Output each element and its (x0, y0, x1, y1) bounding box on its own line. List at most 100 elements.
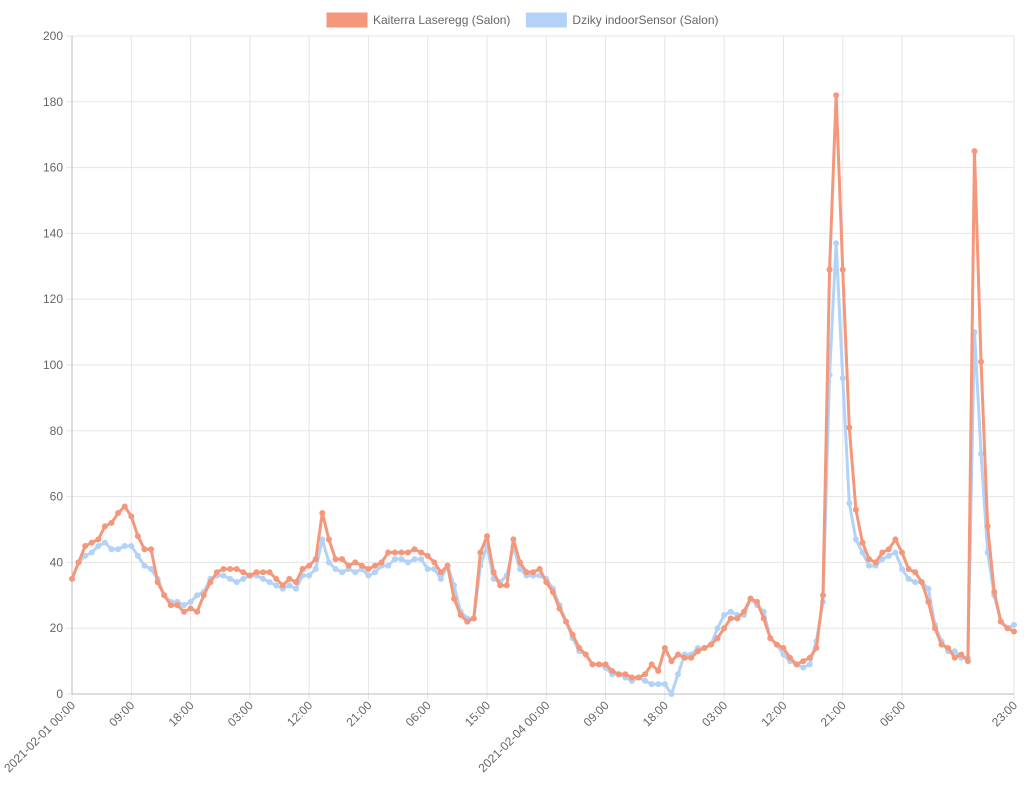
data-point (161, 592, 168, 599)
data-point (997, 618, 1004, 625)
data-point (918, 579, 925, 586)
data-point (852, 506, 859, 513)
data-point (839, 375, 846, 382)
data-point (404, 559, 411, 566)
legend: Kaiterra Laseregg (Salon) Dziky indoorSen… (326, 12, 718, 28)
y-tick-label: 120 (43, 292, 63, 306)
data-point (306, 562, 313, 569)
data-point (800, 664, 807, 671)
data-point (332, 556, 339, 563)
data-point (569, 631, 576, 638)
data-point (688, 654, 695, 661)
y-tick-label: 140 (43, 226, 63, 240)
data-point (312, 565, 319, 572)
data-point (233, 579, 240, 586)
data-point (101, 539, 108, 546)
data-point (319, 510, 326, 517)
data-point (286, 582, 293, 589)
x-tick-label: 23:00 (989, 698, 1020, 729)
data-point (279, 582, 286, 589)
data-point (945, 644, 952, 651)
data-point (299, 565, 306, 572)
data-point (1011, 628, 1017, 635)
data-point (128, 513, 135, 520)
series-line (70, 241, 1015, 696)
data-point (148, 546, 155, 553)
data-point (464, 618, 471, 625)
data-point (141, 546, 148, 553)
x-tick-label: 2021-02-01 00:00 (1, 698, 78, 775)
data-point (88, 549, 95, 556)
data-point (740, 608, 747, 615)
data-point (273, 582, 280, 589)
data-point (885, 546, 892, 553)
data-point (240, 569, 247, 576)
series-line (70, 93, 1015, 680)
data-point (866, 562, 873, 569)
data-point (780, 651, 787, 658)
data-point (721, 625, 728, 632)
x-tick-label: 18:00 (166, 698, 197, 729)
data-point (477, 549, 484, 556)
data-point (694, 648, 701, 655)
y-tick-label: 20 (50, 621, 64, 635)
y-tick-label: 160 (43, 161, 63, 175)
data-point (424, 565, 431, 572)
x-tick-label: 03:00 (699, 698, 730, 729)
data-point (668, 658, 675, 665)
data-point (451, 595, 458, 602)
data-point (675, 651, 682, 658)
data-point (589, 661, 596, 668)
data-point (325, 559, 332, 566)
data-point (727, 615, 734, 622)
data-point (899, 565, 906, 572)
data-point (404, 549, 411, 556)
data-point (714, 625, 721, 632)
data-point (576, 644, 583, 651)
data-point (549, 589, 556, 596)
data-point (372, 562, 379, 569)
data-point (260, 575, 267, 582)
data-point (892, 536, 899, 543)
data-point (411, 556, 418, 563)
data-point (905, 575, 912, 582)
x-tick-label: 21:00 (343, 698, 374, 729)
data-point (470, 615, 477, 622)
data-point (773, 641, 780, 648)
x-tick-label: 09:00 (581, 698, 612, 729)
data-point (213, 569, 220, 576)
data-point (833, 92, 840, 99)
data-point (260, 569, 267, 576)
x-tick-label: 18:00 (640, 698, 671, 729)
data-point (859, 549, 866, 556)
data-point (563, 618, 570, 625)
data-point (365, 572, 372, 579)
data-point (108, 519, 115, 526)
data-point (180, 608, 187, 615)
data-point (912, 579, 919, 586)
data-point (787, 654, 794, 661)
data-point (148, 565, 155, 572)
data-point (398, 556, 405, 563)
data-point (227, 565, 234, 572)
data-point (345, 562, 352, 569)
data-point (391, 556, 398, 563)
data-point (523, 569, 530, 576)
data-point (266, 579, 273, 586)
data-point (978, 450, 985, 457)
data-point (852, 536, 859, 543)
data-point (391, 549, 398, 556)
data-point (292, 579, 299, 586)
y-tick-label: 80 (50, 424, 64, 438)
data-point (971, 148, 978, 155)
data-point (95, 536, 102, 543)
data-point (187, 605, 194, 612)
data-point (332, 565, 339, 572)
data-point (325, 536, 332, 543)
data-point (760, 615, 767, 622)
data-point (490, 569, 497, 576)
data-point (978, 358, 985, 365)
data-point (530, 569, 537, 576)
data-point (69, 575, 75, 582)
